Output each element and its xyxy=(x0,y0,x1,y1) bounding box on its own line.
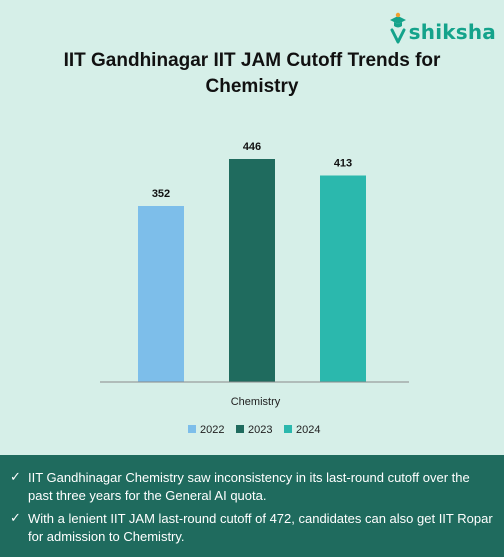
chart-title: IIT Gandhinagar IIT JAM Cutoff Trends fo… xyxy=(63,50,441,97)
legend-label-2024: 2024 xyxy=(296,424,320,436)
legend-label-2023: 2023 xyxy=(248,424,272,436)
bar-chart: 352 446 413 Chemistry 2022 2023 2024 xyxy=(100,141,409,436)
note-text: With a lenient IIT JAM last-round cutoff… xyxy=(28,511,493,544)
note-text: IIT Gandhinagar Chemistry saw inconsiste… xyxy=(28,470,470,503)
bar-2024 xyxy=(320,175,366,382)
logo-text: shiksha xyxy=(408,20,496,44)
legend-swatch-2023 xyxy=(236,425,244,433)
data-label-2023: 446 xyxy=(243,141,261,153)
check-icon: ✓ xyxy=(10,470,21,485)
x-tick-label: Chemistry xyxy=(231,396,281,408)
legend-label-2022: 2022 xyxy=(200,424,224,436)
data-label-2024: 413 xyxy=(334,158,352,170)
note-item: ✓ With a lenient IIT JAM last-round cutof… xyxy=(10,510,494,546)
legend-swatch-2022 xyxy=(188,425,196,433)
bar-2023 xyxy=(229,159,275,382)
graduate-icon xyxy=(389,12,406,44)
bar-2022 xyxy=(138,206,184,382)
notes-panel: ✓ IIT Gandhinagar Chemistry saw inconsist… xyxy=(0,455,504,557)
note-item: ✓ IIT Gandhinagar Chemistry saw inconsist… xyxy=(10,469,494,505)
check-icon: ✓ xyxy=(10,511,21,526)
data-label-2022: 352 xyxy=(152,188,170,200)
shiksha-logo: shiksha xyxy=(388,6,496,44)
legend-swatch-2024 xyxy=(284,425,292,433)
